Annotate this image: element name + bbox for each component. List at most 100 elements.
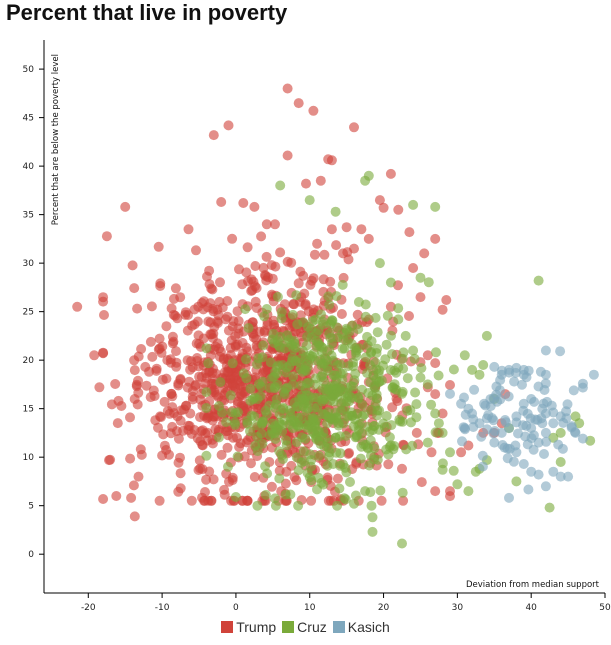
point-cruz [365,377,376,388]
point-cruz [275,180,286,191]
point-trump [261,219,272,230]
point-trump [215,346,226,357]
point-kasich [525,413,536,424]
point-kasich [539,449,549,459]
point-cruz [474,369,485,380]
point-cruz [416,363,427,374]
point-cruz [426,399,437,410]
point-cruz [437,464,448,475]
point-cruz [386,330,396,341]
point-cruz [325,332,336,343]
chart-title: Percent that live in poverty [6,0,288,25]
point-trump [332,473,343,484]
point-trump [125,453,136,464]
point-trump [171,426,182,437]
point-trump [179,404,190,415]
point-cruz [286,356,297,367]
point-cruz [311,335,322,346]
point-cruz [355,453,366,464]
point-trump [192,353,203,363]
point-cruz [366,500,377,511]
point-trump [159,440,170,451]
point-trump [343,448,354,459]
point-cruz [362,340,373,351]
point-trump [223,120,234,131]
point-kasich [480,400,491,411]
point-cruz [288,379,298,390]
point-cruz [400,330,411,341]
point-trump [430,358,441,369]
point-cruz [297,393,308,404]
point-trump [144,366,155,377]
point-cruz [318,319,328,330]
point-cruz [422,379,433,390]
point-kasich [511,447,522,458]
point-cruz [282,337,292,348]
point-trump [216,197,227,207]
point-cruz [353,392,363,403]
point-kasich [511,411,522,422]
point-kasich [459,423,470,434]
point-trump [270,219,280,230]
point-cruz [401,444,412,455]
point-trump [175,483,186,494]
y-tick-label: 50 [23,65,35,75]
point-cruz [221,417,232,428]
point-cruz [227,358,238,369]
point-trump [430,233,441,244]
point-trump [206,378,217,389]
point-cruz [373,368,384,379]
point-cruz [261,409,272,419]
point-trump [251,334,262,345]
point-cruz [291,437,302,448]
legend-item-kasich: Kasich [332,619,390,635]
point-cruz [304,472,315,483]
point-kasich [522,439,533,450]
point-trump [155,281,166,291]
point-cruz [201,450,212,461]
point-trump [250,261,261,271]
point-trump [175,415,186,426]
point-trump [306,495,317,506]
point-cruz [406,417,416,428]
point-cruz [318,479,329,490]
point-cruz [232,451,243,462]
point-trump [312,238,323,249]
point-cruz [353,324,364,335]
point-cruz [302,331,313,342]
point-cruz [423,277,434,288]
point-cruz [369,420,380,431]
point-trump [387,402,398,413]
x-tick-label: -20 [81,603,96,613]
point-kasich [503,391,514,402]
point-trump [161,321,172,332]
point-cruz [391,384,402,395]
point-trump [145,336,156,347]
point-trump [291,475,302,486]
point-kasich [541,436,552,447]
point-cruz [369,443,380,454]
y-tick-label: 25 [23,308,34,318]
point-kasich [568,385,579,396]
point-cruz [387,349,398,360]
y-tick-label: 40 [23,162,35,172]
y-axis-ticks: 0 5 10 15 20 25 30 35 40 45 50 [23,65,44,560]
point-cruz [310,373,321,384]
point-trump [404,227,415,238]
point-cruz [367,390,378,401]
point-cruz [338,459,348,470]
point-cruz [257,416,268,427]
point-kasich [489,437,500,448]
point-cruz [270,500,281,511]
point-cruz [265,357,276,368]
point-cruz [323,451,334,462]
legend-label: Cruz [297,619,327,635]
point-cruz [300,419,311,430]
point-cruz [372,405,383,416]
point-cruz [296,457,307,468]
point-trump [113,395,124,406]
point-cruz [397,538,407,549]
legend-swatch [282,621,295,633]
point-cruz [408,199,419,210]
point-cruz [240,304,251,315]
